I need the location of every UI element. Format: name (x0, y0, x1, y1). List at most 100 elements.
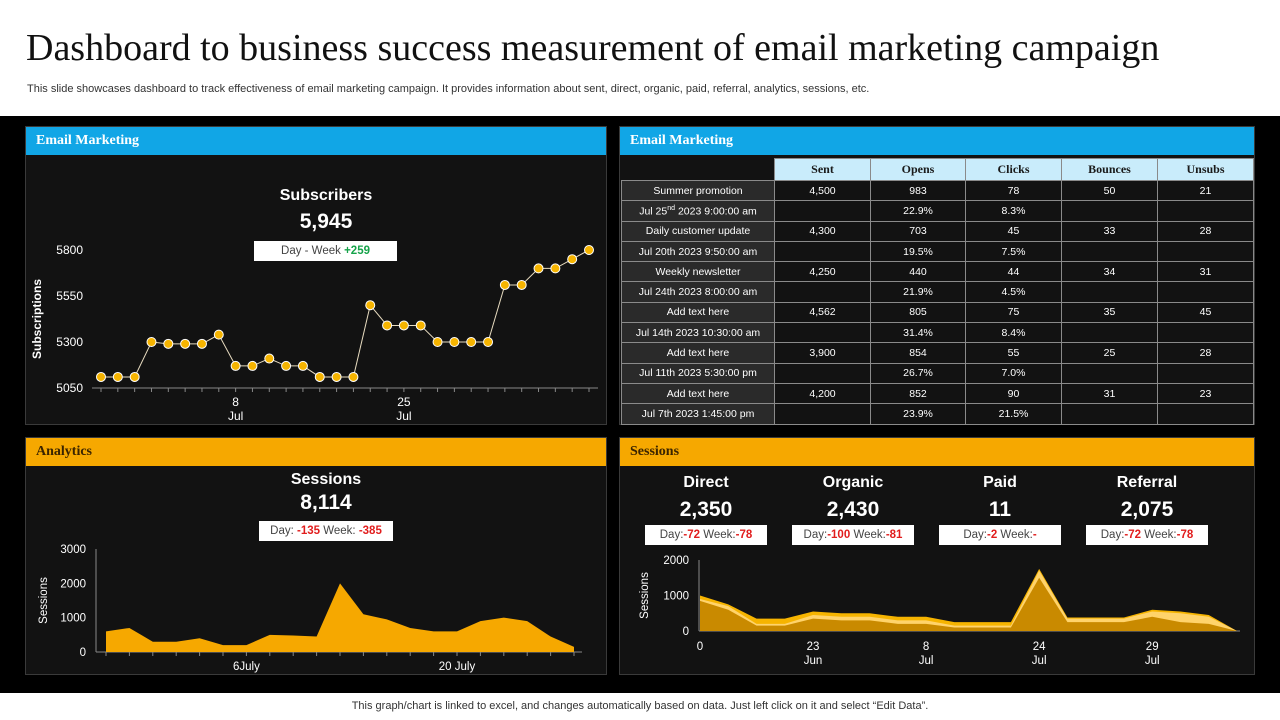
session-metric-paid: Paid 11 (939, 474, 1061, 522)
table-cell (1157, 362, 1254, 384)
table-cell: 8.4% (965, 322, 1062, 344)
subscribers-panel-header: Email Marketing (26, 127, 606, 155)
table-row: Jul 25nd 2023 9:00:00 am 22.9% 8.3% (621, 200, 1254, 222)
session-day-value: -72 (1124, 529, 1142, 541)
data-point (483, 337, 494, 347)
table-cell: 55 (965, 342, 1062, 364)
session-delta-pill: Day:-100 Week:-81 (792, 525, 914, 545)
table-cell: 78 (965, 179, 1062, 202)
data-point (415, 320, 426, 331)
y-axis-label: Subscriptions (30, 279, 44, 359)
data-point (584, 245, 594, 255)
table-cell: 31 (1157, 261, 1254, 283)
table-cell: 21.5% (965, 403, 1062, 425)
series-area (700, 577, 1237, 631)
table-cell (774, 240, 871, 263)
data-point (533, 263, 544, 274)
session-week-label: Week: (853, 529, 886, 541)
table-cell: 35 (1061, 301, 1158, 324)
table-cell: 21 (1157, 179, 1254, 202)
row-label: Add text here (621, 301, 775, 324)
table-cell: 4,250 (774, 261, 871, 283)
data-point (213, 329, 224, 340)
column-header-sent: Sent (774, 158, 871, 181)
session-delta-pill: Day:-72 Week:-78 (645, 525, 767, 545)
x-tick-label: Jul (228, 409, 243, 423)
analytics-week-value: -385 (358, 525, 382, 537)
data-point (264, 353, 275, 364)
table-cell: 3,900 (774, 342, 871, 364)
table-cell: 7.0% (965, 362, 1062, 384)
data-point (499, 279, 510, 290)
x-tick-label: 20 July (439, 661, 476, 673)
table-row: Add text here 3,900 854 55 25 28 (621, 342, 1254, 364)
y-axis-label: Sessions (639, 572, 651, 619)
analytics-delta-pill: Day: -135 Week: -385 (259, 521, 393, 541)
row-label: Jul 24th 2023 8:00:00 am (621, 281, 775, 303)
table-cell: 8.3% (965, 200, 1062, 222)
table-cell: 26.7% (870, 362, 966, 384)
table-cell (1061, 403, 1158, 425)
data-point (567, 254, 578, 265)
session-metric-referral: Referral 2,075 (1086, 474, 1208, 522)
table-cell: 45 (1157, 301, 1254, 324)
session-metric-value: 11 (988, 498, 1012, 521)
table-cell: 75 (965, 301, 1062, 324)
session-metric-direct: Direct 2,350 (645, 474, 767, 522)
table-cell: 28 (1157, 342, 1254, 364)
table-cell (1157, 322, 1254, 344)
x-tick-label: 8 (232, 395, 239, 409)
session-day-value: -100 (827, 529, 851, 541)
table-cell (1061, 362, 1158, 384)
session-week-value: -78 (1176, 529, 1194, 541)
y-tick-label: 2000 (663, 555, 689, 567)
data-point (281, 360, 292, 371)
subscribers-delta-value: +259 (344, 245, 370, 257)
analytics-panel-header: Analytics (26, 438, 606, 466)
x-tick-label: 8 (923, 641, 929, 653)
table-cell: 23 (1157, 382, 1254, 405)
session-metric-value: 2,350 (679, 498, 733, 521)
x-tick-label: 23 (807, 641, 820, 653)
y-tick-label: 5300 (56, 335, 83, 349)
session-day-label: Day: (1100, 529, 1125, 541)
data-point (247, 360, 258, 371)
data-point (163, 338, 174, 349)
analytics-week-label: Week: (323, 525, 356, 537)
row-label: Add text here (621, 382, 775, 405)
session-delta-pill: Day:-72 Week:-78 (1086, 525, 1208, 545)
session-day-value: -2 (986, 529, 998, 541)
data-point (550, 263, 561, 274)
y-tick-label: 5050 (56, 381, 83, 395)
subscribers-delta-pill: Day - Week +259 (254, 241, 397, 261)
table-cell (774, 403, 871, 425)
row-label: Daily customer update (621, 220, 775, 242)
y-tick-label: 0 (80, 647, 86, 659)
y-tick-label: 5550 (56, 289, 83, 303)
table-cell: 28 (1157, 220, 1254, 242)
table-cell: 23.9% (870, 403, 966, 425)
data-point (180, 338, 191, 349)
table-row: Jul 20th 2023 9:50:00 am 19.5% 7.5% (621, 240, 1254, 263)
session-week-value: -78 (735, 529, 753, 541)
table-row: Add text here 4,562 805 75 35 45 (621, 301, 1254, 324)
email-campaign-table: Sent Opens Clicks Bounces Unsubs Summer … (621, 158, 1254, 425)
table-cell: 703 (870, 220, 966, 242)
y-tick-label: 5800 (56, 243, 83, 257)
email-table-panel: Email Marketing Sent Opens Clicks Bounce… (619, 126, 1255, 425)
data-point (331, 371, 342, 382)
table-cell (774, 322, 871, 344)
y-axis-label: Sessions (38, 577, 50, 624)
session-day-label: Day: (659, 529, 684, 541)
table-cell: 21.9% (870, 281, 966, 303)
data-point (297, 360, 308, 371)
data-point (382, 320, 393, 331)
session-metric-organic: Organic 2,430 (792, 474, 914, 522)
table-cell: 4,300 (774, 220, 871, 242)
table-cell (1061, 322, 1158, 344)
column-header-bounces: Bounces (1061, 158, 1158, 181)
column-header-unsubs: Unsubs (1157, 158, 1254, 181)
x-tick-label: Jul (919, 655, 934, 667)
subscribers-panel: Email Marketing Subscribers 5,945 Day - … (25, 126, 607, 425)
